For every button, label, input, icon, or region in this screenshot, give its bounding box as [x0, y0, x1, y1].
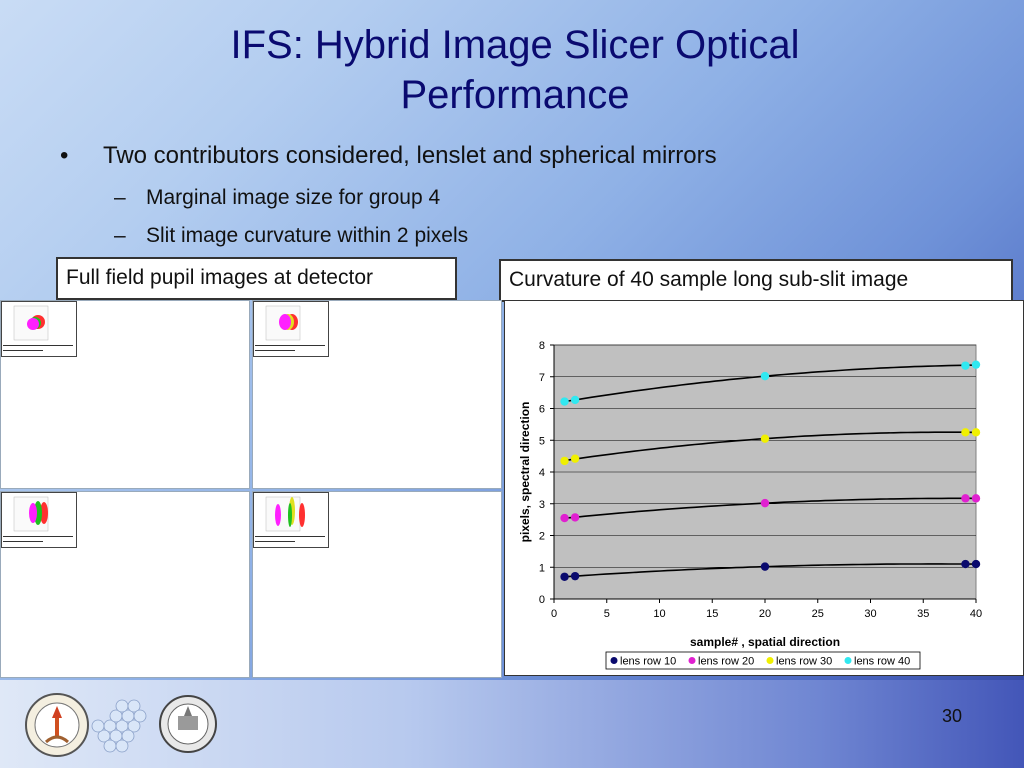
- legend-box: [605, 651, 921, 670]
- data-point: [560, 397, 569, 406]
- data-point: [570, 395, 580, 405]
- data-point: [760, 434, 770, 443]
- pupil-image-thumbnail: [253, 301, 329, 357]
- data-point: [971, 428, 981, 437]
- dash-symbol: –: [114, 186, 126, 209]
- x-tick-label: 40: [970, 608, 982, 620]
- data-point: [961, 428, 970, 437]
- pupil-image-thumbnail: [253, 492, 329, 548]
- sub-bullet-text: Marginal image size for group 4: [146, 186, 441, 209]
- data-point: [961, 494, 970, 503]
- data-point: [961, 559, 970, 569]
- x-tick-label: 0: [551, 608, 557, 620]
- y-tick-label: 2: [539, 531, 545, 543]
- y-tick-label: 4: [539, 467, 545, 479]
- y-tick-label: 3: [539, 499, 545, 511]
- legend-marker: [844, 657, 852, 664]
- trendline: [564, 431, 977, 462]
- caltech-seal-logo: [24, 692, 90, 763]
- y-tick-label: 8: [539, 340, 545, 352]
- data-point: [971, 360, 981, 369]
- hexagon-mirror-logo: [88, 696, 156, 761]
- pupil-image-cell: [252, 491, 502, 678]
- curvature-chart-panel: 0 5 10 15 20 25 30 35 40 0 1 2 3 4 5 6 7 8 sample# , spat…: [504, 300, 1024, 676]
- legend-marker: [688, 657, 696, 664]
- x-tick-label: 5: [604, 608, 610, 620]
- x-tick-label: 20: [759, 608, 771, 620]
- legend-label: lens row 10: [620, 656, 676, 668]
- y-tick-label: 1: [539, 562, 545, 574]
- trendline: [564, 497, 977, 519]
- pupil-image-cell: [252, 300, 502, 489]
- university-of-california-seal-logo: [158, 694, 218, 759]
- data-point: [961, 361, 970, 370]
- data-point: [971, 559, 981, 569]
- pupil-image-thumbnail: [1, 301, 77, 357]
- curvature-chart: 0 5 10 15 20 25 30 35 40 0 1 2 3 4 5 6 7 8 sample# , spat…: [518, 340, 982, 670]
- x-axis-label: sample# , spatial direction: [690, 635, 840, 649]
- bullet-symbol: •: [60, 142, 69, 169]
- data-point: [971, 494, 981, 503]
- data-point: [760, 371, 770, 381]
- y-tick-label: 6: [539, 404, 545, 416]
- y-tick-label: 0: [539, 594, 545, 606]
- data-point: [570, 454, 580, 463]
- data-point: [570, 571, 580, 581]
- legend-label: lens row 40: [854, 656, 910, 668]
- x-tick-label: 25: [812, 608, 824, 620]
- data-point: [560, 456, 569, 466]
- bullet-main-text: Two contributors considered, lenslet and…: [103, 142, 717, 169]
- slide-title: IFS: Hybrid Image Slicer Optical Perform…: [230, 23, 800, 117]
- pupil-image-cell: [0, 491, 250, 678]
- x-tick-label: 10: [653, 608, 665, 620]
- data-point: [760, 498, 770, 508]
- x-tick-label: 30: [864, 608, 876, 620]
- y-tick-label: 5: [539, 435, 545, 447]
- trendline: [564, 563, 976, 578]
- curvature-chart-label: Curvature of 40 sample long sub-slit ima…: [499, 259, 1013, 302]
- sub-bullet-text: Slit image curvature within 2 pixels: [146, 224, 469, 247]
- pupil-image-thumbnail: [1, 492, 77, 548]
- data-point: [570, 513, 580, 522]
- data-point: [560, 572, 569, 581]
- pupil-images-label: Full field pupil images at detector: [56, 257, 457, 300]
- y-axis-label: pixels, spectral direction: [518, 402, 532, 543]
- page-number: 30: [941, 706, 962, 726]
- trendline: [564, 364, 977, 403]
- legend-label: lens row 20: [698, 656, 754, 668]
- data-point: [560, 513, 569, 523]
- x-tick-label: 35: [917, 608, 929, 620]
- data-point: [760, 562, 770, 571]
- legend-marker: [610, 657, 618, 664]
- x-tick-label: 15: [706, 608, 718, 620]
- legend-label: lens row 30: [776, 656, 832, 668]
- y-tick-label: 7: [539, 372, 545, 384]
- dash-symbol: –: [114, 224, 126, 247]
- legend-marker: [766, 657, 774, 664]
- pupil-image-cell: [0, 300, 250, 489]
- pupil-images-grid: [0, 300, 502, 678]
